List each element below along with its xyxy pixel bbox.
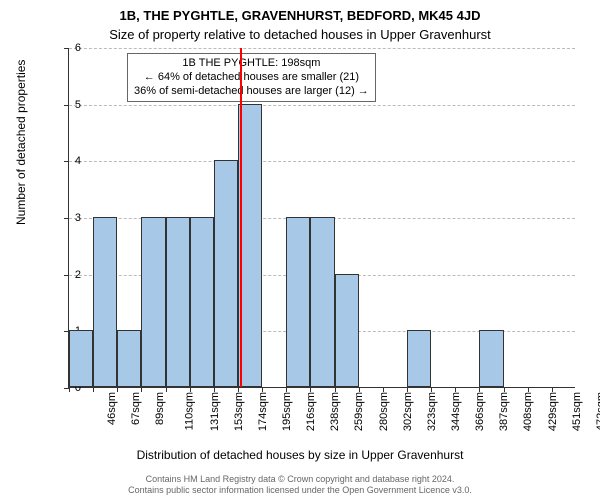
x-tick-label: 429sqm (547, 392, 559, 431)
x-tick (407, 387, 408, 392)
x-tick-label: 302sqm (402, 392, 414, 431)
x-tick (552, 387, 553, 392)
y-axis-label: Number of detached properties (14, 60, 28, 225)
chart-title-main: 1B, THE PYGHTLE, GRAVENHURST, BEDFORD, M… (0, 0, 600, 23)
x-tick (214, 387, 215, 392)
chart-title-sub: Size of property relative to detached ho… (0, 23, 600, 42)
x-tick (431, 387, 432, 392)
footer-line-2: Contains public sector information licen… (0, 485, 600, 496)
x-tick (528, 387, 529, 392)
histogram-bar (93, 217, 117, 387)
y-tick-label: 5 (61, 99, 81, 111)
x-tick-label: 387sqm (498, 392, 510, 431)
gridline (69, 48, 575, 49)
x-tick (117, 387, 118, 392)
y-tick-label: 3 (61, 212, 81, 224)
x-tick (479, 387, 480, 392)
histogram-bar (166, 217, 190, 387)
x-tick (93, 387, 94, 392)
y-tick-label: 6 (61, 42, 81, 54)
histogram-bar (335, 274, 359, 387)
x-tick (69, 387, 70, 392)
reference-line (240, 48, 242, 387)
x-tick-label: 110sqm (184, 392, 196, 430)
x-tick-label: 195sqm (281, 392, 293, 431)
annotation-box: 1B THE PYGHTLE: 198sqm ← 64% of detached… (127, 53, 376, 102)
x-tick-label: 259sqm (354, 392, 366, 431)
gridline (69, 105, 575, 106)
x-tick-label: 408sqm (523, 392, 535, 431)
histogram-bar (141, 217, 165, 387)
annotation-line-3: 36% of semi-detached houses are larger (… (134, 85, 369, 99)
y-tick-label: 4 (61, 155, 81, 167)
x-tick (286, 387, 287, 392)
x-tick-label: 451sqm (571, 392, 583, 431)
x-tick-label: 216sqm (305, 392, 317, 431)
x-axis-label: Distribution of detached houses by size … (0, 448, 600, 462)
histogram-bar (407, 330, 431, 387)
x-tick-label: 280sqm (378, 392, 390, 431)
x-tick-label: 174sqm (257, 392, 269, 431)
histogram-bar (190, 217, 214, 387)
x-tick (141, 387, 142, 392)
x-tick (504, 387, 505, 392)
histogram-bar (286, 217, 310, 387)
footer-attribution: Contains HM Land Registry data © Crown c… (0, 474, 600, 497)
x-tick (238, 387, 239, 392)
x-tick-label: 344sqm (450, 392, 462, 431)
plot-region: 1B THE PYGHTLE: 198sqm ← 64% of detached… (68, 48, 575, 388)
x-tick (455, 387, 456, 392)
x-tick (262, 387, 263, 392)
x-tick (335, 387, 336, 392)
annotation-line-1: 1B THE PYGHTLE: 198sqm (134, 57, 369, 71)
histogram-bar (479, 330, 503, 387)
y-tick-label: 2 (61, 269, 81, 281)
x-tick-label: 131sqm (209, 392, 221, 431)
x-tick-label: 67sqm (130, 392, 142, 425)
footer-line-1: Contains HM Land Registry data © Crown c… (0, 474, 600, 485)
x-tick-label: 89sqm (154, 392, 166, 425)
histogram-bar (69, 330, 93, 387)
histogram-bar (214, 160, 238, 387)
histogram-bar (310, 217, 334, 387)
x-tick (310, 387, 311, 392)
x-tick (190, 387, 191, 392)
x-tick (383, 387, 384, 392)
x-tick (166, 387, 167, 392)
x-tick-label: 46sqm (106, 392, 118, 425)
x-tick-label: 238sqm (329, 392, 341, 431)
x-tick-label: 323sqm (426, 392, 438, 431)
annotation-line-2: ← 64% of detached houses are smaller (21… (134, 71, 369, 85)
x-tick-label: 472sqm (595, 392, 600, 431)
x-tick (359, 387, 360, 392)
x-tick-label: 366sqm (474, 392, 486, 431)
histogram-bar (117, 330, 141, 387)
chart-area: 1B THE PYGHTLE: 198sqm ← 64% of detached… (50, 48, 575, 408)
x-tick-label: 153sqm (233, 392, 245, 431)
gridline (69, 161, 575, 162)
